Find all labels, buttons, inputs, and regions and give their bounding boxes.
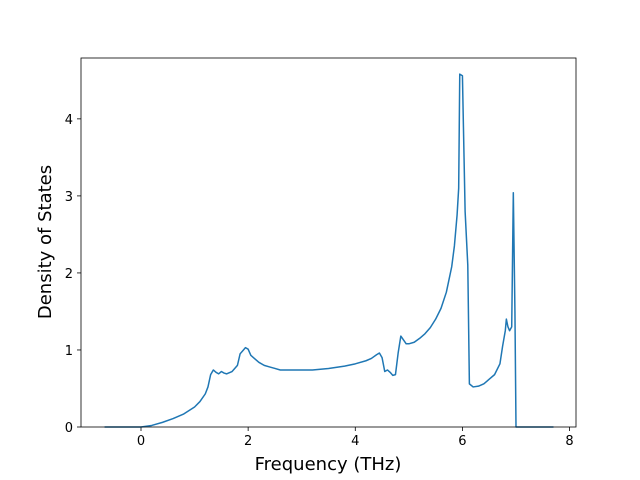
y-tick-label: 3 [65, 190, 73, 205]
plot-frame [80, 57, 577, 428]
x-tick-label: 0 [137, 434, 145, 449]
x-tick-label: 2 [244, 434, 252, 449]
x-axis-label: Frequency (THz) [255, 454, 402, 475]
y-tick-label: 0 [65, 421, 73, 436]
x-tick-label: 6 [458, 434, 466, 449]
x-tick-label: 8 [565, 434, 573, 449]
y-tick-label: 1 [65, 344, 73, 359]
line [104, 73, 554, 428]
y-axis-label: Density of States [35, 165, 56, 319]
y-tick-label: 2 [65, 267, 73, 282]
x-tick-label: 4 [351, 434, 359, 449]
y-tick-label: 4 [65, 113, 73, 128]
